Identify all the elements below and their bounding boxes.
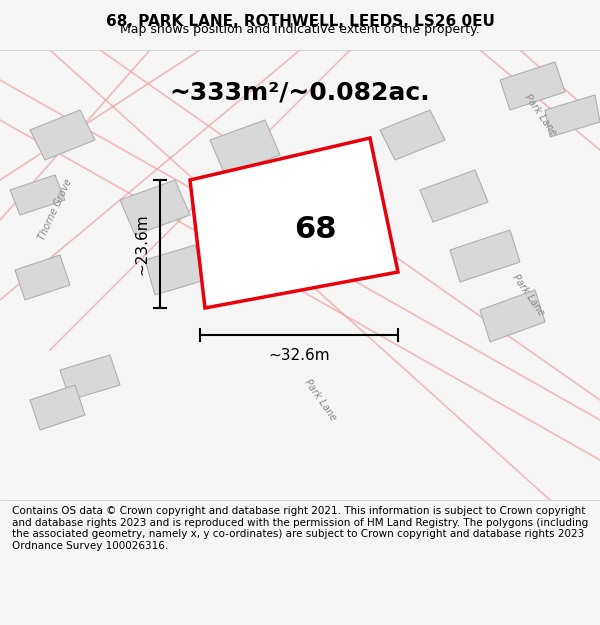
Text: Contains OS data © Crown copyright and database right 2021. This information is : Contains OS data © Crown copyright and d… [12,506,588,551]
Polygon shape [420,170,488,222]
Text: Thorne Grove: Thorne Grove [37,177,74,242]
Text: ~23.6m: ~23.6m [134,213,149,275]
Polygon shape [480,290,545,342]
Polygon shape [210,120,280,175]
Polygon shape [60,355,120,400]
Polygon shape [250,172,322,223]
Text: Park Lane: Park Lane [522,92,558,138]
Polygon shape [30,110,95,160]
Text: ~32.6m: ~32.6m [268,348,330,362]
Polygon shape [545,95,600,137]
Polygon shape [500,62,565,110]
Text: 68, PARK LANE, ROTHWELL, LEEDS, LS26 0EU: 68, PARK LANE, ROTHWELL, LEEDS, LS26 0EU [106,14,494,29]
Text: 68: 68 [295,215,337,244]
Text: Park Lane: Park Lane [302,378,338,423]
Polygon shape [145,245,205,295]
Polygon shape [15,255,70,300]
Polygon shape [380,110,445,160]
Polygon shape [30,385,85,430]
Polygon shape [190,138,398,308]
Text: ~333m²/~0.082ac.: ~333m²/~0.082ac. [170,80,430,104]
Text: Map shows position and indicative extent of the property.: Map shows position and indicative extent… [120,23,480,36]
Polygon shape [10,175,65,215]
Polygon shape [120,180,190,235]
Polygon shape [450,230,520,282]
Text: Park Lane: Park Lane [510,272,546,318]
